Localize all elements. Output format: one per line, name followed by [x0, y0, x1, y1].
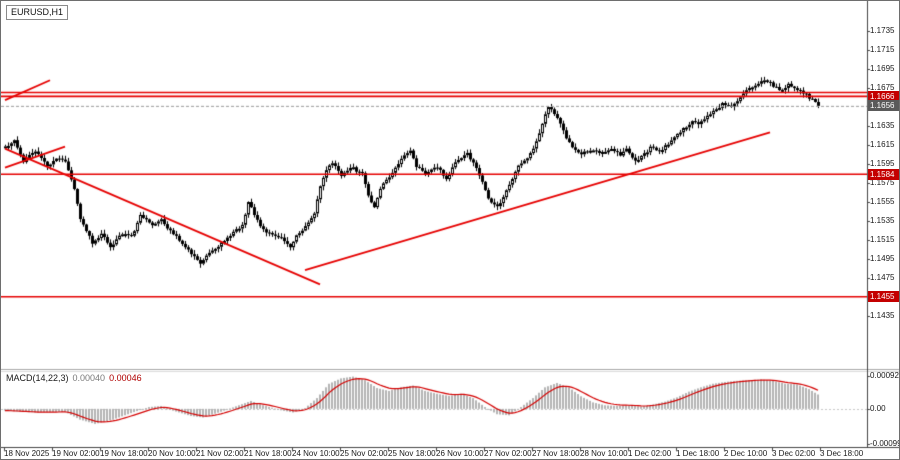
time-tick-label: 21 Nov 18:00	[244, 449, 292, 458]
time-tick-label: 18 Nov 2025	[4, 449, 50, 458]
time-tick-label: 25 Nov 18:00	[388, 449, 436, 458]
time-tick-label: 3 Dec 18:00	[820, 449, 864, 458]
macd-tick-label: -0.00099	[870, 439, 900, 449]
macd-tick-label: 0.00092	[870, 370, 899, 380]
indicator-label: MACD(14,22,3) 0.00040 0.00046	[6, 373, 142, 384]
time-tick-label: 1 Dec 18:00	[676, 449, 720, 458]
time-tick-label: 2 Dec 10:00	[724, 449, 768, 458]
price-axis[interactable]: 1.1735 1.1715 1.1695 1.1675 1.1635 1.1615 1.15…	[867, 1, 900, 449]
price-tick-label: 1.1595	[870, 158, 895, 168]
price-tick-label: 1.1555	[870, 196, 895, 206]
time-tick-label: 26 Nov 10:00	[436, 449, 484, 458]
time-tick-label: 27 Nov 18:00	[532, 449, 580, 458]
time-tick-label: 24 Nov 10:00	[292, 449, 340, 458]
price-tick-label: 1.1695	[870, 63, 895, 73]
price-badge-1.1656: 1.1656	[868, 100, 899, 112]
time-tick-label: 1 Dec 02:00	[628, 449, 672, 458]
price-badge-1.1666: 1.1666	[868, 90, 899, 102]
price-badge-1.1584: 1.1584	[868, 168, 899, 180]
price-tick-label: 1.1535	[870, 215, 895, 225]
time-tick-label: 19 Nov 18:00	[100, 449, 148, 458]
symbol-timeframe-text: EURUSD,H1	[11, 7, 64, 17]
time-tick-label: 21 Nov 02:00	[196, 449, 244, 458]
price-tick-label: 1.1475	[870, 272, 895, 282]
price-tick-label: 1.1615	[870, 139, 895, 149]
time-tick-label: 27 Nov 02:00	[484, 449, 532, 458]
time-axis[interactable]: 18 Nov 2025 19 Nov 02:00 19 Nov 18:00 20 No…	[1, 448, 899, 459]
time-tick-label: 19 Nov 02:00	[52, 449, 100, 458]
price-tick-label: 1.1675	[870, 82, 895, 92]
time-tick-label: 3 Dec 02:00	[772, 449, 816, 458]
price-badge-1.1455: 1.1455	[868, 291, 899, 303]
time-tick-label: 28 Nov 10:00	[580, 449, 628, 458]
indicator-name: MACD(14,22,3)	[6, 373, 69, 383]
price-tick-label: 1.1435	[870, 310, 895, 320]
price-tick-label: 1.1495	[870, 253, 895, 263]
price-tick-label: 1.1635	[870, 120, 895, 130]
price-tick-label: 1.1515	[870, 234, 895, 244]
time-tick-label: 20 Nov 10:00	[148, 449, 196, 458]
indicator-main-value: 0.00040	[72, 373, 106, 383]
price-tick-label: 1.1715	[870, 44, 895, 54]
time-tick-label: 25 Nov 02:00	[340, 449, 388, 458]
indicator-signal-value: 0.00046	[109, 373, 142, 383]
macd-tick-label: 0.00	[870, 403, 886, 413]
price-tick-label: 1.1735	[870, 25, 895, 35]
price-tick-label: 1.1575	[870, 177, 895, 187]
symbol-timeframe-label: EURUSD,H1	[6, 5, 69, 20]
